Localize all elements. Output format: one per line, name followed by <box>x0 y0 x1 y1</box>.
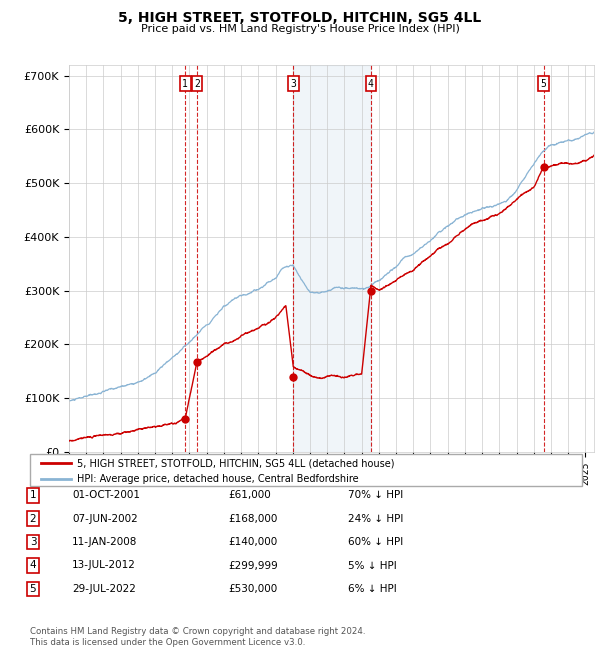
Text: 4: 4 <box>368 79 374 89</box>
Text: 60% ↓ HPI: 60% ↓ HPI <box>348 537 403 547</box>
FancyBboxPatch shape <box>30 454 582 486</box>
Text: 5: 5 <box>541 79 547 89</box>
Text: 29-JUL-2022: 29-JUL-2022 <box>72 584 136 594</box>
Text: £299,999: £299,999 <box>228 560 278 571</box>
Text: 24% ↓ HPI: 24% ↓ HPI <box>348 514 403 524</box>
Text: 2: 2 <box>29 514 37 524</box>
Text: 3: 3 <box>29 537 37 547</box>
Text: £168,000: £168,000 <box>228 514 277 524</box>
Text: Price paid vs. HM Land Registry's House Price Index (HPI): Price paid vs. HM Land Registry's House … <box>140 24 460 34</box>
Text: 4: 4 <box>29 560 37 571</box>
Text: HPI: Average price, detached house, Central Bedfordshire: HPI: Average price, detached house, Cent… <box>77 474 359 484</box>
Text: 07-JUN-2002: 07-JUN-2002 <box>72 514 138 524</box>
Text: 5, HIGH STREET, STOTFOLD, HITCHIN, SG5 4LL (detached house): 5, HIGH STREET, STOTFOLD, HITCHIN, SG5 4… <box>77 458 394 468</box>
Text: £530,000: £530,000 <box>228 584 277 594</box>
Text: £61,000: £61,000 <box>228 490 271 501</box>
Text: 5% ↓ HPI: 5% ↓ HPI <box>348 560 397 571</box>
Bar <box>293 65 371 452</box>
Text: 1: 1 <box>29 490 37 501</box>
Text: 11-JAN-2008: 11-JAN-2008 <box>72 537 137 547</box>
Text: 5, HIGH STREET, STOTFOLD, HITCHIN, SG5 4LL: 5, HIGH STREET, STOTFOLD, HITCHIN, SG5 4… <box>118 11 482 25</box>
Text: Contains HM Land Registry data © Crown copyright and database right 2024.
This d: Contains HM Land Registry data © Crown c… <box>30 627 365 647</box>
Text: 01-OCT-2001: 01-OCT-2001 <box>72 490 140 501</box>
Text: 5: 5 <box>29 584 37 594</box>
Text: 13-JUL-2012: 13-JUL-2012 <box>72 560 136 571</box>
Text: 70% ↓ HPI: 70% ↓ HPI <box>348 490 403 501</box>
Text: 3: 3 <box>290 79 296 89</box>
Text: 2: 2 <box>194 79 200 89</box>
Text: 1: 1 <box>182 79 188 89</box>
Text: 6% ↓ HPI: 6% ↓ HPI <box>348 584 397 594</box>
Text: £140,000: £140,000 <box>228 537 277 547</box>
